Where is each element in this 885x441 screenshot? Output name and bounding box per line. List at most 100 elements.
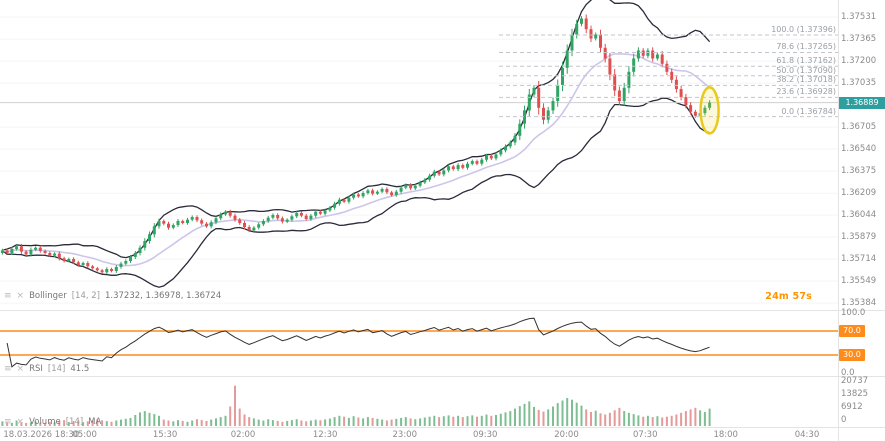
candle-body <box>546 110 550 120</box>
price-axis-label: 1.36044 <box>841 210 877 221</box>
time-axis-label: 18.03.2026 18:30 <box>3 430 80 440</box>
candle-body <box>513 135 517 143</box>
volume-bar <box>684 411 687 426</box>
candle-countdown: 24m 57s <box>765 291 812 302</box>
time-axis-label: 15:30 <box>152 430 178 440</box>
fib-level-label: 23.6 (1.36928) <box>776 87 836 97</box>
volume-bar <box>585 409 588 426</box>
volume-bar <box>58 420 61 426</box>
indicator-close-icon[interactable]: × <box>16 417 25 427</box>
candle-body <box>356 194 360 197</box>
volume-bar <box>172 421 175 426</box>
candle-body <box>133 253 137 257</box>
candle-body <box>228 211 232 216</box>
volume-bar <box>286 420 289 426</box>
candle-body <box>589 29 593 39</box>
volume-bar <box>409 418 412 426</box>
candle-body <box>119 263 123 267</box>
volume-bar <box>186 421 189 426</box>
bollinger-lower-band <box>1 97 710 288</box>
volume-bar <box>6 422 9 426</box>
volume-bar <box>39 422 42 426</box>
volume-bar <box>281 421 284 426</box>
volume-bar <box>680 412 683 426</box>
candle-body <box>95 268 99 271</box>
candle-body <box>100 270 104 273</box>
candle-body <box>280 218 284 222</box>
volume-bar <box>514 408 516 426</box>
candle-body <box>72 259 76 263</box>
volume-bar <box>518 406 521 426</box>
candle-body <box>190 217 194 220</box>
volume-bar <box>319 420 322 426</box>
rsi-params: [14] <box>47 364 66 374</box>
price-axis-label: 1.37531 <box>841 12 877 23</box>
indicator-menu-icon[interactable]: ≡ <box>4 291 12 301</box>
fib-level-label: 61.8 (1.37162) <box>776 56 836 66</box>
volume-bar <box>642 416 645 426</box>
volume-bar <box>381 419 384 426</box>
candle-body <box>0 250 4 253</box>
volume-bar <box>613 410 616 426</box>
rsi-band-badge: 30.0 <box>839 349 865 361</box>
candle-body <box>551 101 555 111</box>
volume-bar <box>72 421 75 426</box>
candle-body <box>105 269 109 273</box>
volume-bar <box>575 402 578 426</box>
volume-suffix: MA <box>88 417 102 427</box>
candle-body <box>333 203 337 208</box>
candle-body <box>257 224 261 228</box>
price-axis-label: 1.35549 <box>841 276 877 287</box>
price-axis-label: 1.35384 <box>841 298 877 309</box>
volume-bar <box>590 412 592 426</box>
candle-body <box>594 34 598 39</box>
indicator-close-icon[interactable]: × <box>16 364 25 374</box>
volume-bar <box>390 419 393 426</box>
indicator-menu-icon[interactable]: ≡ <box>4 364 12 374</box>
volume-bar <box>276 420 279 426</box>
candle-body <box>361 193 365 197</box>
bollinger-params: [14, 2] <box>71 291 100 301</box>
time-axis-label: 18:00 <box>713 430 738 440</box>
candle-body <box>518 123 522 136</box>
volume-bar <box>248 417 251 426</box>
volume-bar <box>580 405 583 426</box>
candle-body <box>470 161 474 164</box>
candle-body <box>209 222 213 227</box>
volume-bar <box>229 406 232 426</box>
candle-body <box>622 87 626 102</box>
volume-bar <box>566 398 569 426</box>
candle-body <box>570 34 574 51</box>
candle-body <box>62 258 66 261</box>
fib-level-label: 0.0 (1.36784) <box>781 106 836 116</box>
volume-bar <box>10 422 13 426</box>
volume-bar <box>400 417 403 426</box>
volume-bar <box>552 406 554 426</box>
volume-bar <box>694 407 697 426</box>
candle-body <box>494 154 498 159</box>
candle-body <box>466 163 469 168</box>
indicator-menu-icon[interactable]: ≡ <box>4 417 12 427</box>
candle-body <box>19 246 23 252</box>
volume-bar <box>438 417 441 426</box>
volume-bar <box>537 409 540 426</box>
volume-bar <box>480 415 483 426</box>
time-axis-label: 20:00 <box>554 430 579 440</box>
volume-bar <box>461 417 464 426</box>
volume-bar <box>347 417 350 426</box>
candle-body <box>138 247 142 253</box>
volume-bar <box>623 411 626 426</box>
price-axis-label: 1.36375 <box>841 166 877 177</box>
rsi-line <box>6 317 710 368</box>
candle-body <box>247 227 251 231</box>
candle-body <box>110 269 113 271</box>
price-axis-label: 1.36209 <box>841 188 877 199</box>
volume-bar <box>177 420 179 426</box>
volume-bar <box>63 420 66 426</box>
indicator-close-icon[interactable]: × <box>16 291 25 301</box>
rsi-band-badge: 70.0 <box>839 325 865 337</box>
candle-body <box>261 221 265 225</box>
volume-bar <box>110 421 113 426</box>
volume-bar <box>457 415 460 426</box>
